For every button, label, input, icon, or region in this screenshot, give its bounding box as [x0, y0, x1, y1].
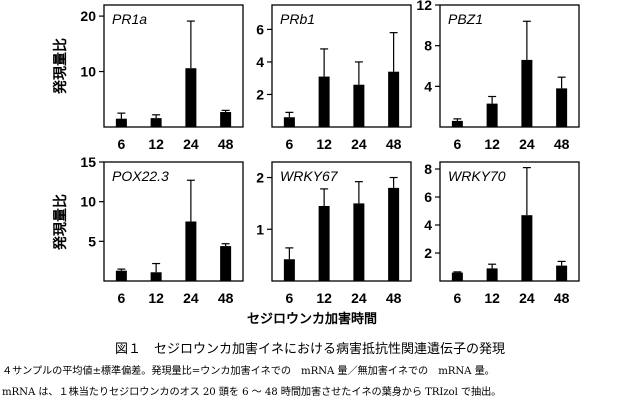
y-tick-label: 8 [424, 38, 432, 54]
x-tick-label: 12 [484, 290, 500, 306]
x-tick-label: 48 [554, 290, 570, 306]
bar [318, 76, 330, 127]
x-tick-label: 24 [351, 290, 367, 306]
bar [115, 270, 127, 281]
bar [220, 112, 232, 127]
panel-title: POX22.3 [112, 168, 169, 184]
bar [556, 88, 568, 127]
x-tick-label: 12 [148, 290, 164, 306]
y-tick-label: 6 [256, 21, 264, 37]
x-tick-label: 48 [218, 136, 234, 152]
bar [521, 59, 533, 127]
y-axis-label: 発現量比 [52, 38, 68, 95]
y-tick-label: 12 [416, 0, 432, 13]
y-tick-label: 5 [88, 233, 96, 249]
chart-panel-4: POX22.3 5 10 15 6 12 24 48 発現量比 [52, 154, 244, 306]
x-tick-label: 6 [117, 136, 125, 152]
panel-title: PRb1 [280, 11, 315, 27]
bar [451, 272, 463, 281]
y-tick-label: 2 [256, 86, 264, 102]
bar [388, 71, 400, 127]
y-tick-label: 2 [256, 170, 264, 186]
chart-panel-1: PR1a 10 20 6 12 24 48 発現量比 [52, 4, 244, 152]
x-tick-label: 24 [351, 136, 367, 152]
caption-title: 図１ セジロウンカ加害イネにおける病害抵抗性関連遺伝子の発現 [114, 342, 505, 357]
x-tick-label: 48 [554, 136, 570, 152]
bar [220, 246, 232, 281]
bar [486, 103, 498, 127]
x-tick-label: 6 [285, 290, 293, 306]
panel-title: PBZ1 [448, 11, 483, 27]
x-tick-label: 6 [453, 136, 461, 152]
x-tick-label: 6 [117, 290, 125, 306]
panel-frame [439, 4, 580, 128]
x-tick-label: 12 [316, 290, 332, 306]
bar [185, 68, 197, 127]
y-tick-label: 4 [256, 54, 264, 70]
bar [451, 120, 463, 127]
panel-frame [271, 4, 412, 128]
caption-note: ４サンプルの平均値±標準偏差。発現量比=ウンカ加害イネでの mRNA 量／無加害… [2, 366, 495, 377]
y-tick-label: 4 [424, 217, 432, 233]
x-tick-label: 24 [519, 136, 535, 152]
x-tick-label: 24 [519, 290, 535, 306]
bar [556, 265, 568, 281]
panel-frame [439, 161, 580, 282]
panel-frame [103, 161, 244, 282]
y-tick-label: 15 [80, 154, 96, 170]
x-axis-label: セジロウンカ加害時間 [247, 311, 377, 326]
y-tick-label: 10 [80, 194, 96, 210]
bar [353, 84, 365, 127]
x-tick-label: 12 [148, 136, 164, 152]
bar [115, 118, 127, 127]
y-axis-label: 発現量比 [52, 194, 68, 251]
x-tick-label: 24 [183, 290, 199, 306]
panel-frame [103, 4, 244, 128]
bar [521, 215, 533, 281]
panel-title: PR1a [112, 11, 147, 27]
x-tick-label: 12 [316, 136, 332, 152]
y-tick-label: 2 [424, 245, 432, 261]
x-tick-label: 48 [218, 290, 234, 306]
y-tick-label: 8 [424, 161, 432, 177]
bar [318, 205, 330, 281]
bar [283, 259, 295, 281]
bar [353, 203, 365, 281]
x-tick-label: 6 [285, 136, 293, 152]
y-tick-label: 10 [80, 64, 96, 80]
y-tick-label: 6 [424, 189, 432, 205]
panel-title: WRKY70 [448, 168, 506, 184]
bar [185, 221, 197, 281]
bar [283, 117, 295, 127]
panel-frame [271, 161, 412, 282]
x-tick-label: 6 [453, 290, 461, 306]
y-tick-label: 20 [80, 8, 96, 24]
x-tick-label: 24 [183, 136, 199, 152]
bar [150, 272, 162, 281]
bar [388, 187, 400, 281]
bar [150, 118, 162, 127]
caption-note: mRNA は、１株当たりセジロウンカのオス 20 頭を 6 ～ 48 時間加害さ… [2, 387, 502, 398]
x-tick-label: 48 [386, 290, 402, 306]
bar [486, 268, 498, 281]
x-tick-label: 12 [484, 136, 500, 152]
y-tick-label: 1 [256, 221, 264, 237]
panel-title: WRKY67 [280, 168, 339, 184]
y-tick-label: 4 [424, 78, 432, 94]
x-tick-label: 48 [386, 136, 402, 152]
